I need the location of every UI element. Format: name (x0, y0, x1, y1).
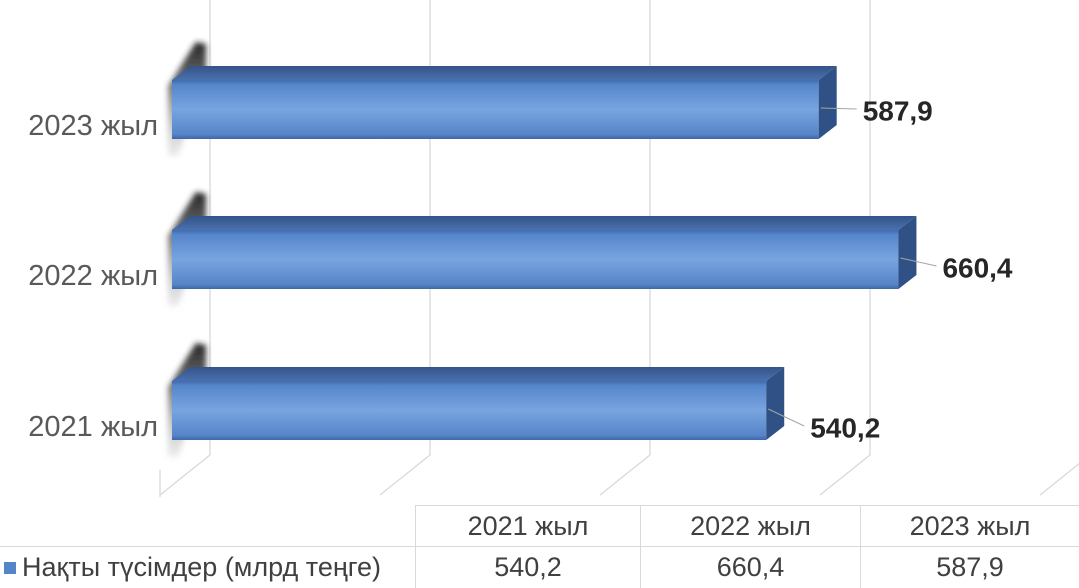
category-label-2023: 2023 жыл (28, 110, 158, 142)
data-label-2023: 587,9 (863, 96, 933, 127)
category-label-2021: 2021 жыл (28, 411, 158, 443)
table-header-cell: 2021 жыл (415, 505, 640, 546)
table-header-cell: 2022 жыл (640, 505, 860, 546)
floor-gridline (599, 454, 651, 496)
floor-gridline (379, 454, 431, 496)
legend-key (4, 561, 16, 574)
data-label-leader-line (900, 257, 937, 267)
bar-top-face (172, 216, 917, 230)
data-label-2022: 660,4 (942, 253, 1012, 284)
data-label-2021: 540,2 (810, 413, 880, 444)
table-cell: 540,2 (415, 546, 640, 588)
bar-front-face (172, 80, 819, 139)
bar-2022 (168, 192, 917, 306)
bars (168, 42, 917, 457)
table-header-cell: 2023 жыл (860, 505, 1079, 546)
data-label-leader-line (768, 408, 805, 427)
series-name: Нақты түсімдер (млрд теңге) (22, 552, 382, 582)
bar-side-face (766, 367, 785, 440)
data-table: 2021 жыл 2022 жыл 2023 жыл Нақты түсімде… (0, 505, 1079, 588)
bar-front-face (172, 381, 767, 440)
table-cell: 660,4 (640, 546, 860, 588)
floor-gridline (159, 454, 211, 496)
floor-gridline (1039, 462, 1079, 496)
bar-2021 (168, 343, 785, 457)
floor-gridline (819, 454, 871, 496)
labels: 540,2 2021 жыл 660,4 2022 жыл 587,9 2023 жыл (28, 96, 1013, 444)
bar-top-face (172, 367, 785, 381)
bar-top-face (172, 66, 837, 80)
bar-side-face (818, 66, 837, 139)
category-label-2022: 2022 жыл (28, 260, 158, 292)
table-cell: 587,9 (860, 546, 1079, 588)
table-row-label: Нақты түсімдер (млрд теңге) (0, 546, 415, 588)
bar-chart: 540,2 2021 жыл 660,4 2022 жыл 587,9 2023 жыл (28, 0, 1079, 497)
bar-front-face (172, 230, 899, 289)
bar-side-face (898, 216, 917, 289)
bar-2023 (168, 42, 837, 156)
data-label-leader-line (820, 107, 857, 110)
